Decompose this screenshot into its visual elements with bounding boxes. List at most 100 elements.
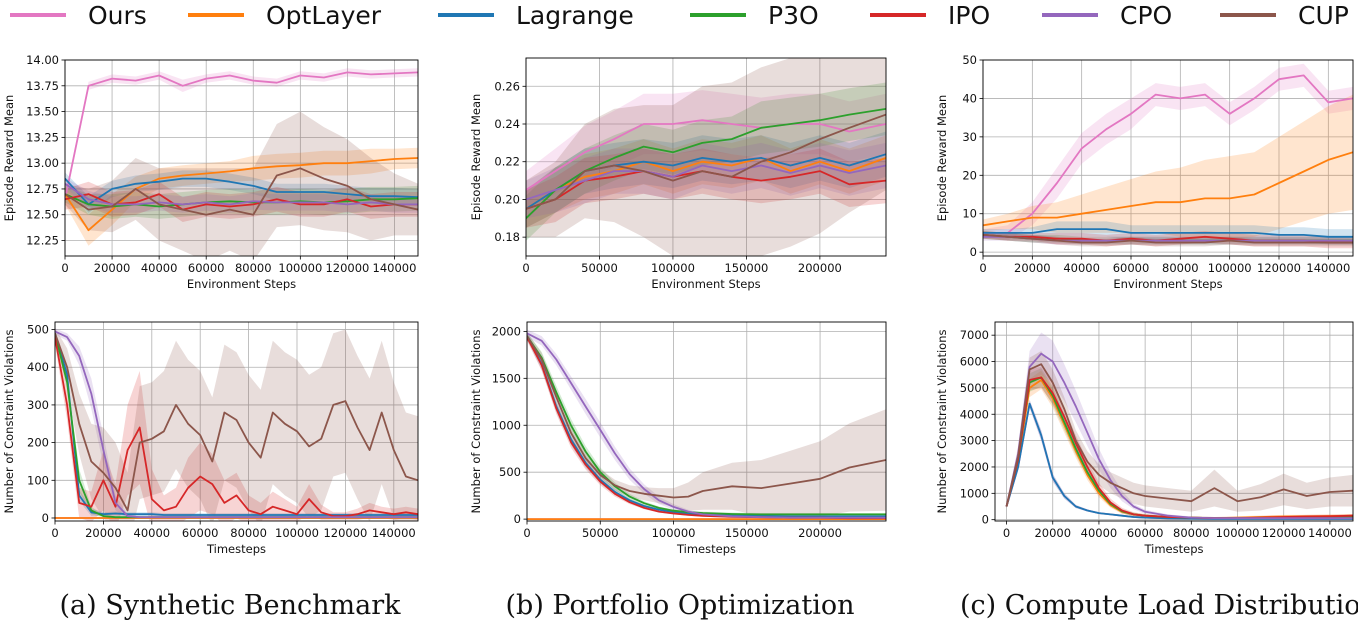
chart-c-top: 0 20000 40000 60000 80000 100000 120000 140000 0… [935, 53, 1354, 291]
y-tick-label: 500 [27, 323, 49, 337]
line-ours [983, 74, 1353, 234]
x-axis-label: Timesteps [676, 542, 736, 556]
x-tick-label: 100000 [651, 261, 695, 275]
y-tick-label: 3000 [960, 434, 989, 448]
y-tick-label: 2000 [492, 324, 521, 338]
x-tick-label: 140000 [373, 261, 417, 275]
y-tick-label: 1500 [492, 371, 521, 385]
x-tick-label: 80000 [1162, 261, 1199, 275]
x-axis-label: Timesteps [1143, 542, 1203, 556]
y-tick-label: 13.75 [26, 79, 59, 93]
band-cup [526, 58, 886, 256]
x-tick-label: 0 [51, 526, 58, 540]
x-tick-label: 40000 [134, 526, 171, 540]
x-tick-label: 100000 [275, 526, 319, 540]
band-cup [55, 327, 418, 521]
x-tick-label: 20000 [85, 526, 122, 540]
legend-item-ipo: IPO [870, 0, 990, 30]
y-tick-label: 7000 [960, 328, 989, 342]
line-cup [526, 113, 886, 210]
x-tick-label: 150000 [725, 526, 769, 540]
band-cup [1006, 351, 1353, 512]
legend: Ours OptLayer Lagrange P3O IPO CPO CUP [0, 0, 1358, 30]
y-tick-label: 100 [27, 473, 49, 487]
caption-c: (c) Compute Load Distribution [960, 590, 1358, 621]
line-p3o [65, 193, 418, 208]
x-tick-label: 0 [523, 526, 530, 540]
band-optlayer [526, 135, 886, 228]
y-tick-label: 0.22 [494, 155, 520, 169]
axes-frame [54, 321, 419, 522]
y-tick-label: 13.50 [26, 105, 59, 119]
line-cpo [526, 164, 886, 201]
x-tick-label: 100000 [1208, 261, 1252, 275]
band-ipo [526, 148, 886, 228]
line-ours [526, 119, 886, 191]
y-tick-label: 0.24 [494, 117, 520, 131]
legend-swatch-ipo [870, 13, 926, 17]
x-tick-label: 0 [1003, 526, 1010, 540]
y-tick-label: 2000 [960, 460, 989, 474]
line-cpo [1005, 352, 1353, 519]
x-tick-label: 20000 [1014, 261, 1051, 275]
line-lagrange [983, 228, 1353, 238]
line-lagrange [65, 177, 418, 206]
y-tick-label: 12.25 [26, 234, 59, 248]
legend-label-cpo: CPO [1120, 0, 1173, 30]
x-tick-label: 200000 [798, 261, 842, 275]
axes-frame [525, 57, 887, 257]
y-tick-label: 0 [42, 511, 49, 525]
y-tick-label: 20 [962, 168, 977, 182]
x-tick-label: 140000 [1308, 526, 1352, 540]
x-tick-label: 0 [61, 261, 68, 275]
y-axis-label: Episode Reward Mean [2, 95, 16, 222]
x-tick-label: 40000 [141, 261, 178, 275]
y-axis-label: Number of Constraint Violations [2, 330, 16, 514]
y-tick-label: 12.75 [26, 182, 59, 196]
plot-area [526, 58, 886, 256]
x-axis-label: Timesteps [206, 542, 266, 556]
y-axis-label: Number of Constraint Violations [469, 330, 483, 514]
y-axis-label: Number of Constraint Violations [935, 330, 949, 514]
chart-b-bottom: 0 50000 100000 150000 200000 0 500 1000 1500 2000… [469, 321, 887, 556]
x-tick-label: 40000 [1063, 261, 1100, 275]
line-optlayer [983, 151, 1353, 227]
y-tick-label: 0.18 [494, 230, 520, 244]
x-tick-label: 140000 [1306, 261, 1350, 275]
legend-swatch-ours [10, 13, 66, 17]
y-tick-label: 10 [962, 207, 977, 221]
plot-area [983, 63, 1353, 249]
y-tick-label: 12.50 [26, 208, 59, 222]
band-cup [65, 111, 418, 256]
x-tick-label: 120000 [1262, 526, 1306, 540]
axes-frame [526, 321, 887, 522]
x-tick-label: 80000 [1173, 526, 1210, 540]
x-tick-label: 50000 [582, 526, 619, 540]
x-tick-label: 80000 [235, 261, 272, 275]
y-tick-label: 50 [962, 53, 977, 67]
legend-item-cpo: CPO [1042, 0, 1172, 30]
legend-swatch-lagrange [438, 13, 494, 17]
x-tick-label: 60000 [188, 261, 225, 275]
y-tick-label: 4000 [960, 407, 989, 421]
y-tick-label: 1000 [492, 418, 521, 432]
line-cpo [65, 183, 418, 206]
legend-item-p3o: P3O [690, 0, 819, 30]
y-tick-label: 13.00 [26, 156, 59, 170]
line-optlayer [526, 157, 886, 210]
band-cup [527, 332, 886, 517]
plot-area [1005, 332, 1353, 520]
y-tick-label: 300 [27, 398, 49, 412]
y-tick-label: 6000 [960, 355, 989, 369]
x-tick-label: 150000 [724, 261, 768, 275]
band-cpo [527, 329, 886, 519]
y-axis-label: Episode Reward Mean [469, 94, 483, 221]
band-optlayer [65, 147, 418, 246]
line-cpo [55, 330, 418, 519]
band-ours [526, 90, 886, 209]
y-tick-label: 40 [962, 91, 977, 105]
x-tick-label: 200000 [798, 526, 842, 540]
x-tick-label: 0 [522, 261, 529, 275]
x-tick-label: 100000 [1216, 526, 1260, 540]
y-tick-label: 0 [970, 245, 977, 259]
